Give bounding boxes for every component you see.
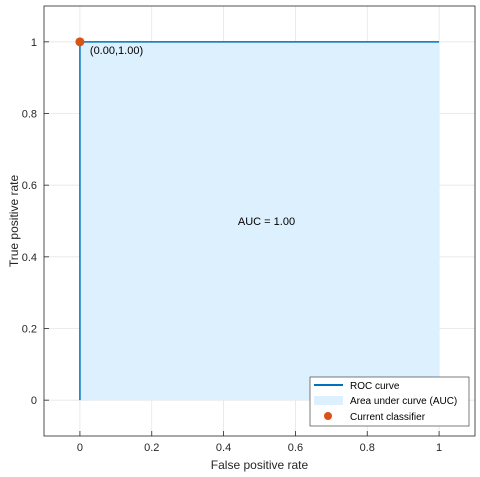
legend-roc-label: ROC curve bbox=[350, 381, 400, 392]
x-tick-label-0: 0 bbox=[77, 442, 83, 454]
axes-box bbox=[43, 5, 476, 437]
legend-auc-swatch bbox=[314, 396, 343, 405]
x-tick-label-5: 1 bbox=[436, 442, 442, 454]
y-tick-label-3: 0.6 bbox=[22, 180, 37, 192]
x-tick-label-3: 0.6 bbox=[288, 442, 303, 454]
legend-classifier-label: Current classifier bbox=[350, 412, 426, 423]
classifier-point-label: (0.00,1.00) bbox=[90, 45, 143, 57]
y-tick-label-1: 0.2 bbox=[22, 324, 37, 336]
legend-auc-label: Area under curve (AUC) bbox=[350, 396, 457, 407]
x-tick-label-1: 0.2 bbox=[144, 442, 159, 454]
legend-classifier-swatch bbox=[324, 412, 332, 420]
current-classifier-point bbox=[75, 37, 85, 47]
x-tick-label-4: 0.8 bbox=[360, 442, 375, 454]
y-axis-title: True positive rate bbox=[7, 175, 21, 268]
y-tick-label-0: 0 bbox=[31, 395, 37, 407]
x-axis-ticks: 0 0.2 0.4 0.6 0.8 1 bbox=[77, 431, 442, 454]
x-axis-title: False positive rate bbox=[211, 458, 309, 472]
auc-label: AUC = 1.00 bbox=[238, 216, 295, 228]
y-axis-ticks: 0 0.2 0.4 0.6 0.8 1 bbox=[22, 37, 49, 407]
y-tick-label-5: 1 bbox=[31, 37, 37, 49]
x-tick-label-2: 0.4 bbox=[216, 442, 231, 454]
y-tick-label-4: 0.8 bbox=[22, 109, 37, 121]
legend: ROC curve Area under curve (AUC) Current… bbox=[309, 376, 470, 427]
auc-area bbox=[79, 41, 440, 401]
y-tick-label-2: 0.4 bbox=[22, 252, 37, 264]
